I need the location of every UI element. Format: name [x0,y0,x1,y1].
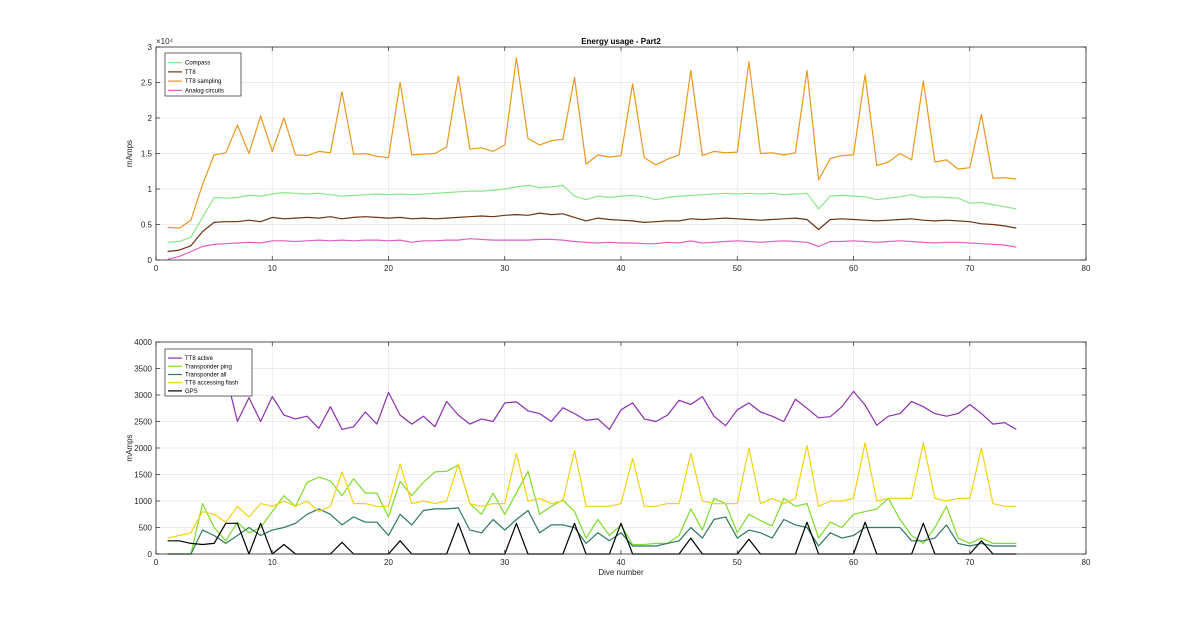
legend-entry: GPS [185,389,198,395]
legend-entry: TT8 [185,70,196,76]
x-tick-label: 10 [268,558,277,567]
y-tick-label: 1.5 [141,150,153,159]
y-tick-label: 2000 [134,444,152,453]
legend-entry: TT8 active [185,356,214,362]
legend-entry: Compass [185,61,210,67]
x-tick-label: 50 [733,264,742,273]
legend-entry: TT8 accessing flash [185,381,238,387]
legend: TT8 active Transponder ping Transponder al… [164,348,253,397]
x-tick-label: 0 [154,264,159,273]
legend-entry: Analog circuits [185,88,224,94]
y-tick-label: 1500 [134,471,152,480]
x-tick-label: 30 [500,558,509,567]
x-tick-label: 40 [617,264,626,273]
x-tick-label: 20 [384,558,393,567]
x-tick-label: 60 [849,558,858,567]
series-line-analog-circuits [167,238,1017,260]
series-line-tt8-active [167,367,1017,430]
y-tick-label: 2 [148,114,153,123]
y-axis-label: mAmps [125,434,134,461]
x-tick-label: 80 [1082,264,1091,273]
x-tick-label: 70 [965,264,974,273]
y-tick-label: 2500 [134,418,152,427]
x-axis-label: Dive number [598,568,644,577]
y-tick-label: 0.5 [141,221,153,230]
legend-box [164,348,253,397]
y-tick-label: 2.5 [141,79,153,88]
y-tick-label: 3500 [134,365,152,374]
x-tick-label: 70 [965,558,974,567]
x-tick-label: 20 [384,264,393,273]
legend: Compass TT8 TT8 sampling Analog circuits [164,52,242,97]
x-tick-label: 10 [268,264,277,273]
x-tick-label: 40 [617,558,626,567]
legend-entry: Transponder ping [185,364,232,370]
y-tick-label: 1 [148,185,153,194]
chart-1: 0 10 20 30 40 50 60 70 80 0 0.5 1 1.5 2 2.5 3×10⁴ Energy… [125,37,1091,273]
y-tick-label: 0 [148,550,153,559]
y-tick-label: 3 [148,43,153,52]
chart-title: Energy usage - Part2 [581,37,661,46]
series-line-transponder-ping [167,464,1017,555]
series-line-tt8 [167,212,1017,253]
chart-2: 0 10 20 30 40 50 60 70 80 0 500 1000 1500 2000 2500 300… [125,338,1091,577]
x-tick-label: 50 [733,558,742,567]
x-tick-label: 0 [154,558,159,567]
legend-entry: Transponder all [185,373,226,379]
series-line-compass [167,184,1017,243]
y-tick-label: 1000 [134,497,152,506]
x-tick-label: 60 [849,264,858,273]
series-line-tt8-accessing-flash [167,442,1017,539]
y-tick-label: 500 [139,524,153,533]
y-tick-label: 4000 [134,338,152,347]
x-tick-label: 80 [1082,558,1091,567]
x-tick-label: 30 [500,264,509,273]
series-line-transponder-all [167,507,1017,555]
y-tick-label: 0 [148,256,153,265]
series-line-tt8-sampling [167,57,1017,229]
y-axis-label: mAmps [125,140,134,167]
legend-entry: TT8 sampling [185,79,221,85]
legend-box [164,52,242,97]
y-exponent-label: ×10⁴ [156,37,174,46]
y-tick-label: 3000 [134,391,152,400]
